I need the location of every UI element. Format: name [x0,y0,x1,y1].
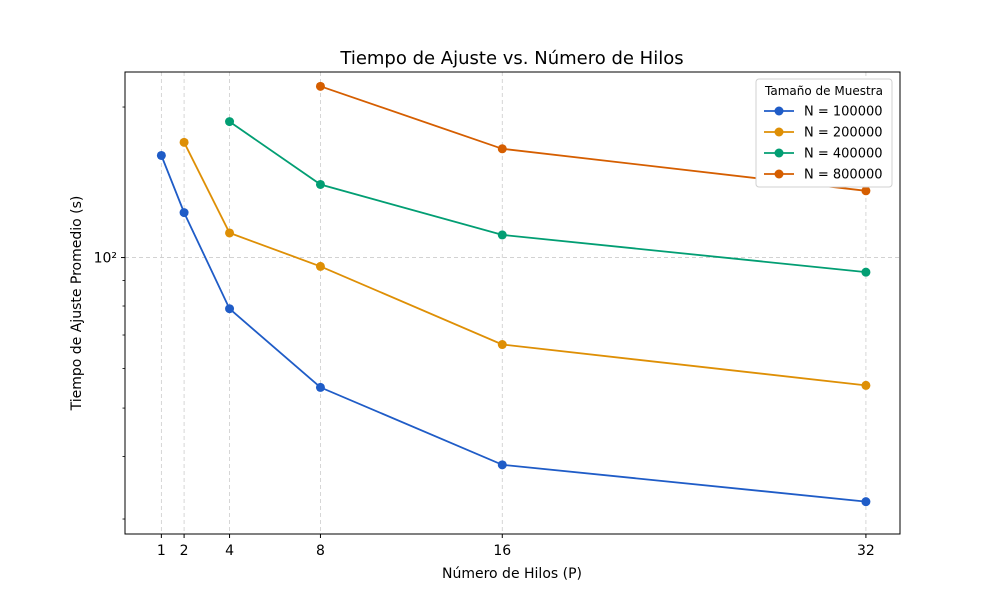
data-point [497,460,507,470]
series-layer [156,81,871,507]
legend-title: Tamaño de Muestra [764,84,883,98]
data-point [179,208,189,218]
x-axis-label: Número de Hilos (P) [442,566,582,582]
data-point [315,261,325,271]
data-point [225,304,235,314]
series-line [160,155,866,503]
x-tick-label: 16 [493,543,511,559]
data-point [225,117,235,127]
legend-entry: N = 800000 [764,168,883,183]
data-point [497,230,507,240]
legend-entry: N = 400000 [764,147,883,162]
legend-marker [774,148,784,158]
data-point [861,186,871,196]
legend-label: N = 100000 [804,105,883,120]
legend: Tamaño de Muestra N = 100000 N = 200000 N … [755,78,893,188]
data-point [156,150,166,160]
chart-title: Tiempo de Ajuste vs. Número de Hilos [339,48,683,69]
data-point [225,228,235,238]
axis-ticks: 1 2 4 8 16 32 10² [94,106,875,559]
x-tick-label: 8 [316,543,325,559]
legend-label: N = 400000 [804,147,883,162]
legend-label: N = 200000 [804,126,883,141]
series-line [228,120,866,273]
legend-entry: N = 100000 [764,105,883,120]
series-1 [156,150,871,507]
legend-marker [774,127,784,137]
series-2 [179,137,871,390]
data-point [315,382,325,392]
plot-area-frame [124,71,901,535]
legend-label: N = 800000 [804,168,883,183]
legend-entry: N = 200000 [764,126,883,141]
data-point [861,497,871,507]
data-point [179,137,189,147]
data-point [497,144,507,154]
y-tick-label: 10² [94,251,117,267]
data-point [497,340,507,350]
x-tick-label: 1 [157,543,166,559]
data-point [315,179,325,189]
data-point [861,380,871,390]
legend-marker [774,106,784,116]
series-4 [315,81,871,196]
x-tick-label: 2 [180,543,189,559]
y-axis-label: Tiempo de Ajuste Promedio (s) [69,196,85,412]
legend-box [755,78,893,188]
x-tick-label: 4 [225,543,234,559]
legend-marker [774,169,784,179]
series-3 [225,117,871,277]
data-point [315,81,325,91]
data-point [861,267,871,277]
x-tick-label: 32 [857,543,875,559]
